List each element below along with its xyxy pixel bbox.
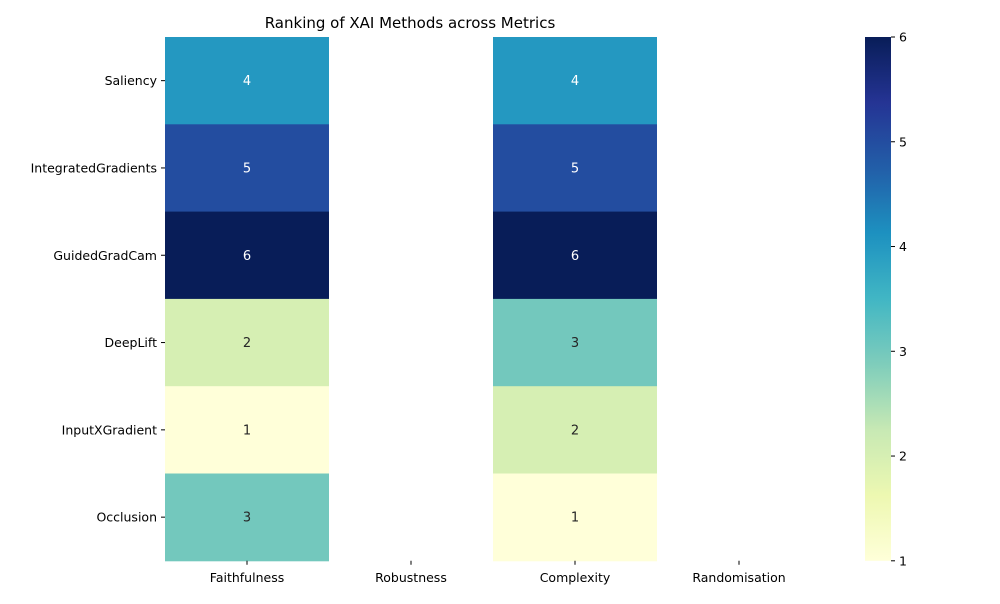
y-tick-label: Occlusion xyxy=(96,510,157,525)
heatmap-cell xyxy=(493,37,657,125)
x-tick-label: Robustness xyxy=(375,570,447,585)
cell-label: 1 xyxy=(571,511,579,526)
heatmap-cell xyxy=(493,298,657,387)
cell-label: 5 xyxy=(571,161,579,176)
colorbar-tick-label: 5 xyxy=(899,134,907,149)
heatmap-cell xyxy=(493,386,657,474)
colorbar: 1 2 3 4 5 6 xyxy=(865,30,907,568)
x-axis: Faithfulness Robustness Complexity Randomis… xyxy=(210,560,786,585)
y-tick-label: Saliency xyxy=(105,73,158,88)
y-axis: Saliency IntegratedGradients GuidedGradCam… xyxy=(31,73,165,525)
heatmap-cell xyxy=(165,37,329,125)
y-tick-label: DeepLift xyxy=(105,335,158,350)
cell-label: 2 xyxy=(571,423,579,438)
y-tick-label: IntegratedGradients xyxy=(31,160,157,175)
cell-label: 6 xyxy=(571,249,579,264)
cell-label: 6 xyxy=(243,249,251,264)
heatmap-cell xyxy=(165,124,329,213)
colorbar-tick-label: 2 xyxy=(899,449,907,464)
heatmap-cell xyxy=(165,211,329,300)
heatmap-cell xyxy=(165,298,329,387)
x-tick-label: Complexity xyxy=(540,570,611,585)
colorbar-tick-label: 3 xyxy=(899,344,907,359)
cell-label: 1 xyxy=(243,423,251,438)
cell-label: 4 xyxy=(243,74,251,89)
cell-label: 3 xyxy=(243,511,251,526)
colorbar-tick-label: 4 xyxy=(899,239,907,254)
cell-annotations: 4 4 5 5 6 6 2 3 1 2 3 1 xyxy=(243,74,579,526)
y-tick-label: InputXGradient xyxy=(62,422,157,437)
colorbar-tick-label: 6 xyxy=(899,30,907,45)
cell-label: 3 xyxy=(571,336,579,351)
heatmap-cell xyxy=(165,386,329,474)
heatmap-cells xyxy=(165,37,657,562)
x-tick-label: Randomisation xyxy=(692,570,785,585)
colorbar-tick-label: 1 xyxy=(899,553,907,568)
heatmap-cell xyxy=(493,473,657,562)
cell-label: 2 xyxy=(243,336,251,351)
heatmap-cell xyxy=(165,473,329,562)
cell-label: 5 xyxy=(243,161,251,176)
heatmap-cell xyxy=(493,211,657,300)
cell-label: 4 xyxy=(571,74,579,89)
colorbar-gradient xyxy=(865,37,891,561)
y-tick-label: GuidedGradCam xyxy=(53,248,157,263)
x-tick-label: Faithfulness xyxy=(210,570,284,585)
chart-title: Ranking of XAI Methods across Metrics xyxy=(265,14,556,32)
heatmap-cell xyxy=(493,124,657,213)
